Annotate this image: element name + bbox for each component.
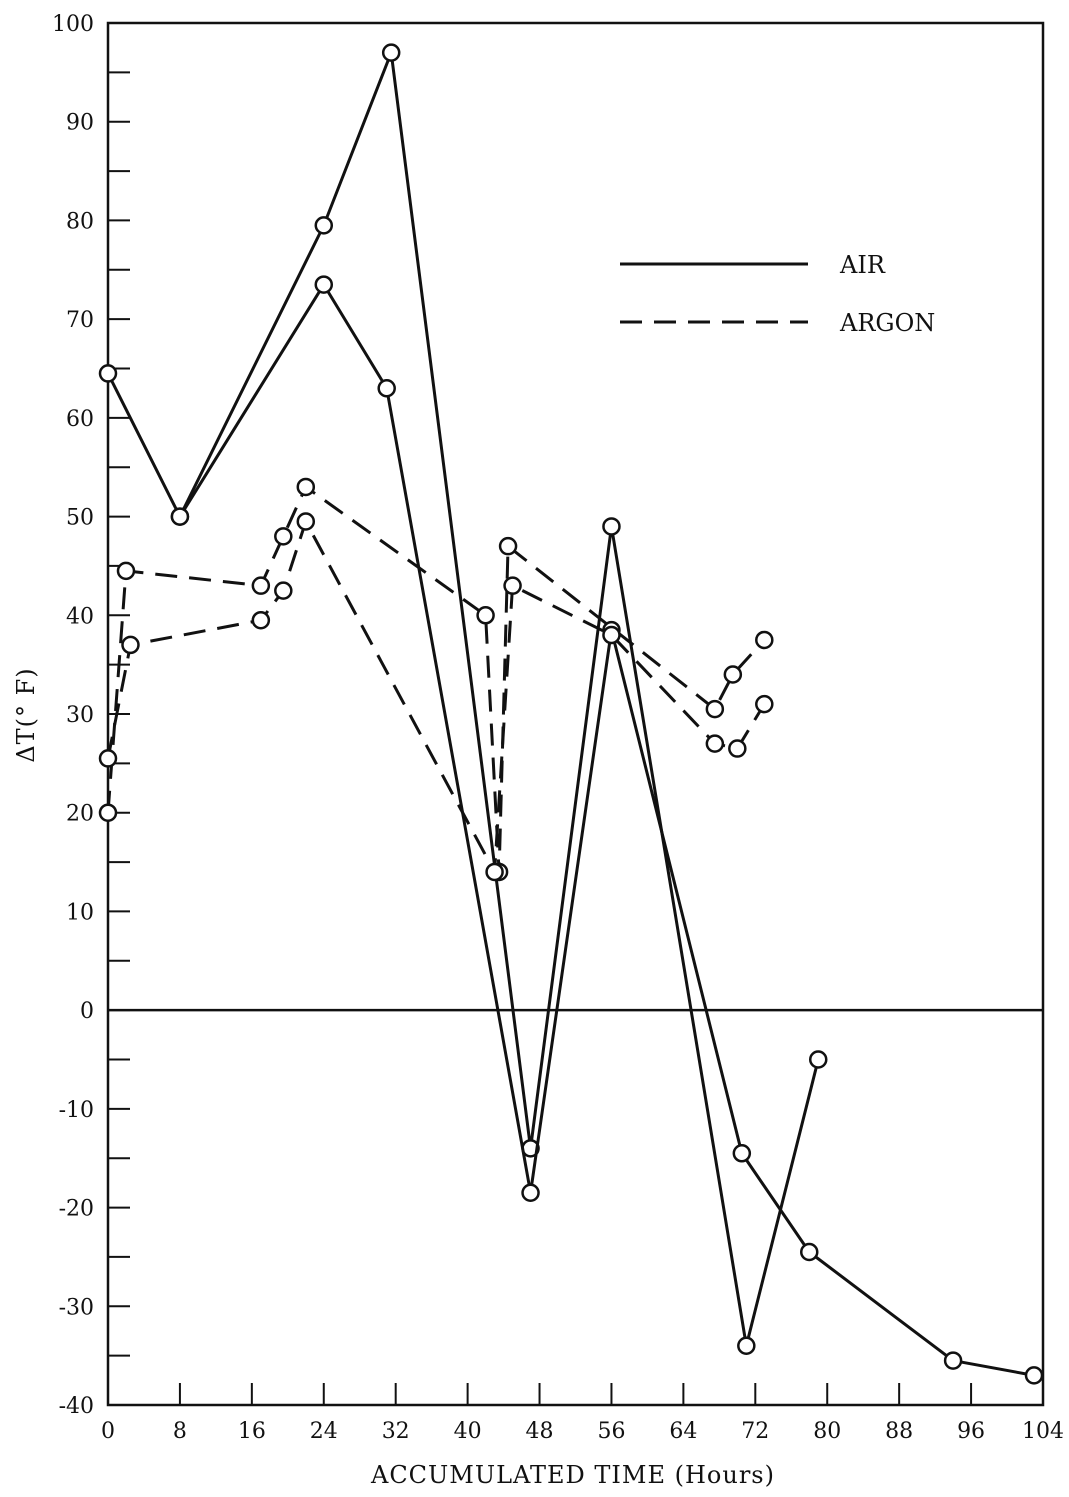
series-group (98, 43, 1044, 1385)
data-point-marker (98, 803, 118, 822)
series-2 (170, 275, 1044, 1385)
legend: AIR ARGON (620, 251, 935, 337)
data-point-marker (755, 630, 774, 650)
data-point-marker (800, 1242, 819, 1262)
y-tick-label: 10 (66, 900, 94, 925)
data-point-marker (296, 512, 316, 531)
argon-series-line (106, 520, 766, 874)
y-tick-label: 20 (66, 802, 94, 827)
series-3 (98, 477, 774, 882)
y-tick-label: 50 (66, 506, 94, 531)
x-tick-label: 0 (101, 1419, 115, 1444)
data-point-marker (705, 699, 725, 719)
y-tick-label: 90 (66, 111, 94, 136)
argon-series-line (106, 485, 766, 874)
y-tick-label: 40 (66, 604, 94, 629)
data-point-marker (314, 275, 334, 294)
data-point-marker (755, 694, 774, 714)
data-point-marker (943, 1351, 963, 1370)
y-tick-label: 30 (66, 703, 94, 728)
data-point-marker (296, 477, 316, 497)
data-point-marker (98, 749, 118, 768)
data-point-marker (251, 610, 271, 630)
x-tick-label: 80 (813, 1419, 841, 1444)
data-point-marker (485, 862, 504, 882)
data-point-marker (377, 378, 396, 398)
x-tick-label: 8 (173, 1419, 187, 1444)
data-point-marker (728, 739, 747, 758)
x-tick-label: 56 (597, 1419, 625, 1444)
y-tick-label: 80 (66, 209, 94, 234)
data-point-marker (476, 606, 495, 625)
air-series-line (106, 51, 820, 1348)
data-point-marker (251, 576, 271, 595)
y-tick-label: -40 (59, 1394, 94, 1419)
x-tick-label: 72 (741, 1419, 769, 1444)
data-point-marker (98, 364, 118, 383)
data-point-marker (121, 635, 140, 655)
x-tick-label: 64 (669, 1419, 697, 1444)
data-point-marker (737, 1336, 756, 1356)
x-tick-label: 104 (1022, 1419, 1064, 1444)
air-series-line (178, 283, 1035, 1377)
x-tick-label: 24 (310, 1419, 338, 1444)
series-1 (98, 43, 828, 1356)
data-point-marker (116, 561, 136, 581)
data-point-marker (381, 43, 401, 62)
data-point-marker (705, 734, 725, 753)
x-tick-label: 40 (454, 1419, 482, 1444)
data-point-marker (723, 665, 743, 684)
series-4 (98, 512, 774, 882)
data-point-marker (170, 507, 190, 526)
data-point-marker (274, 581, 293, 600)
y-tick-label: 70 (66, 308, 94, 333)
data-point-marker (498, 536, 518, 556)
y-tick-label: 60 (66, 407, 94, 432)
data-point-marker (808, 1050, 828, 1069)
data-point-marker (602, 517, 621, 536)
x-tick-label: 88 (885, 1419, 913, 1444)
plot-frame (106, 21, 1045, 1407)
x-tick-label: 16 (238, 1419, 266, 1444)
data-point-marker (503, 576, 522, 595)
data-point-marker (602, 625, 621, 645)
y-tick-label: 0 (80, 999, 94, 1024)
data-point-marker (521, 1183, 540, 1203)
data-point-marker (314, 216, 334, 235)
y-tick-label: -10 (59, 1098, 94, 1123)
legend-label-argon: ARGON (839, 309, 935, 337)
y-tick-label: -30 (59, 1295, 94, 1320)
x-tick-label: 32 (382, 1419, 410, 1444)
y-tick-label: -20 (59, 1197, 94, 1222)
data-point-marker (274, 527, 293, 546)
data-point-marker (1024, 1366, 1044, 1385)
y-tick-label: 100 (52, 12, 94, 37)
x-axis-title: ACCUMULATED TIME (Hours) (370, 1461, 775, 1489)
legend-label-air: AIR (839, 251, 886, 279)
y-axis-title: ΔT(° F) (12, 667, 40, 762)
x-tick-label: 48 (526, 1419, 554, 1444)
x-tick-label: 96 (957, 1419, 985, 1444)
data-point-marker (732, 1144, 752, 1163)
